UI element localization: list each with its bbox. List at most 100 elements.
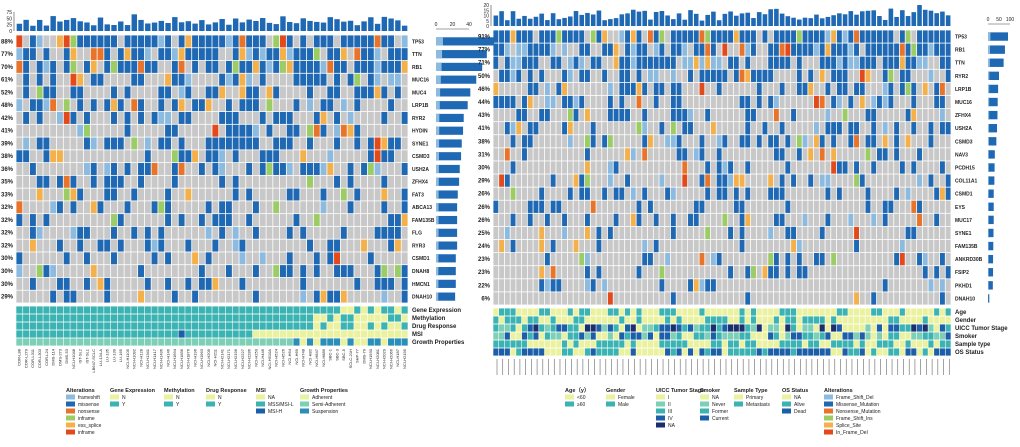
oncoprint-cell	[613, 292, 619, 305]
oncoprint-cell	[796, 56, 802, 69]
oncoprint-cell	[83, 150, 90, 163]
frequency-bar	[436, 228, 458, 237]
oncoprint-cell	[642, 226, 648, 240]
oncoprint-cell	[70, 277, 77, 290]
annotation-cell	[624, 332, 631, 340]
annotation-cell	[562, 348, 568, 356]
oncoprint-cell	[192, 48, 199, 61]
gene-label: LRP1B	[955, 87, 972, 93]
oncoprint-cell	[374, 60, 381, 73]
oncoprint-cell	[579, 200, 585, 213]
oncoprint-cell	[607, 108, 613, 122]
oncoprint-cell	[665, 122, 671, 135]
oncoprint-cell	[647, 279, 653, 292]
oncoprint-cell	[688, 239, 693, 253]
oncoprint-cell	[722, 148, 728, 161]
oncoprint-cell	[327, 73, 334, 86]
oncoprint-cell	[796, 43, 802, 56]
oncoprint-cell	[138, 188, 145, 201]
annotation-cell	[613, 340, 619, 348]
oncoprint-cell	[246, 35, 253, 48]
annotation-cell	[848, 308, 854, 316]
oncoprint-cell	[728, 266, 734, 279]
annotation-cell	[567, 308, 573, 316]
oncoprint-cell	[888, 292, 894, 305]
sample-label: COR-L279	[23, 348, 28, 368]
oncoprint-cell	[138, 239, 145, 252]
oncoprint-cell	[29, 277, 36, 290]
oncoprint-cell	[814, 253, 819, 266]
oncoprint-cell	[642, 30, 648, 43]
oncoprint-cell	[151, 150, 158, 163]
oncoprint-cell	[607, 148, 613, 161]
oncoprint-cell	[871, 213, 877, 227]
oncoprint-cell	[273, 188, 280, 201]
oncoprint-cell	[16, 214, 23, 227]
oncoprint-cell	[50, 226, 57, 239]
oncoprint-cell	[401, 137, 408, 150]
oncoprint-cell	[693, 174, 699, 187]
oncoprint-cell	[354, 35, 361, 48]
oncoprint-cell	[313, 290, 320, 303]
oncoprint-cell	[56, 86, 63, 99]
annotation-cell	[219, 322, 226, 330]
row-percentage: 41%	[1, 129, 14, 135]
oncoprint-cell	[705, 135, 711, 148]
row-percentage: 39%	[1, 141, 14, 147]
oncoprint-cell	[882, 122, 888, 135]
oncoprint-cell	[773, 292, 779, 305]
oncoprint-cell	[579, 226, 585, 240]
oncoprint-cell	[225, 188, 232, 201]
annotation-cell	[842, 348, 848, 356]
oncoprint-cell	[682, 43, 688, 56]
oncoprint-cell	[579, 95, 585, 109]
oncoprint-cell	[401, 175, 408, 188]
annotation-track-label: Drug Response	[412, 324, 457, 330]
oncoprint-cell	[279, 137, 286, 150]
annotation-cell	[796, 324, 802, 332]
oncoprint-cell	[83, 99, 90, 112]
annotation-cell	[333, 330, 341, 338]
oncoprint-cell	[510, 266, 516, 279]
oncoprint-cell	[178, 124, 185, 137]
annotation-cell	[756, 340, 762, 348]
oncoprint-cell	[533, 266, 539, 279]
oncoprint-cell	[905, 266, 911, 279]
oncoprint-cell	[97, 150, 104, 163]
oncoprint-cell	[300, 73, 307, 86]
oncoprint-cell	[899, 43, 905, 56]
oncoprint-cell	[854, 226, 859, 240]
oncoprint-cell	[625, 174, 630, 187]
oncoprint-cell	[104, 214, 111, 227]
oncoprint-cell	[158, 163, 165, 175]
oncoprint-cell	[653, 82, 659, 96]
oncoprint-cell	[334, 60, 341, 73]
oncoprint-cell	[23, 137, 30, 150]
frequency-bar-segment	[436, 75, 441, 84]
annotation-cell	[745, 308, 751, 316]
oncoprint-cell	[945, 161, 951, 174]
oncoprint-cell	[266, 150, 273, 163]
annotation-cell	[573, 348, 579, 356]
oncoprint-cell	[212, 124, 219, 137]
sample-label: SBC-1	[328, 348, 333, 361]
oncoprint-cell	[796, 253, 802, 266]
oncoprint-cell	[171, 99, 178, 112]
oncoprint-cell	[596, 43, 602, 56]
annotation-cell	[659, 324, 665, 332]
oncoprint-cell	[36, 86, 43, 99]
legend-alterations-right-label: Frame_Shift_Ins	[836, 416, 873, 422]
oncoprint-cell	[192, 239, 199, 252]
legend-alterations-label: ess_splice	[78, 423, 102, 429]
frequency-bar	[988, 150, 995, 159]
oncoprint-cell	[825, 187, 831, 200]
oncoprint-cell	[16, 124, 23, 137]
oncoprint-cell	[899, 266, 905, 279]
oncoprint-cell	[791, 226, 797, 240]
tmb-bar	[676, 13, 682, 26]
oncoprint-cell	[647, 266, 653, 279]
oncoprint-cell	[401, 214, 408, 227]
legend-uicc-stage-swatch	[656, 408, 665, 414]
oncoprint-cell	[636, 82, 642, 96]
tmb-bar	[682, 19, 688, 26]
